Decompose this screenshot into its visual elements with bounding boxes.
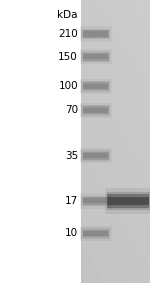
Bar (82, 30, 109, 38)
Bar (81, 196, 110, 206)
Bar (83, 54, 108, 59)
Bar (80, 49, 112, 64)
Bar (80, 103, 112, 118)
Bar (80, 26, 112, 42)
Bar (0, 0, 81, 283)
Text: 10: 10 (65, 228, 78, 239)
Bar (81, 29, 110, 39)
Bar (108, 197, 148, 205)
Bar (106, 192, 150, 210)
Bar (82, 82, 109, 90)
Bar (80, 193, 112, 209)
Bar (82, 152, 109, 160)
Bar (83, 31, 108, 37)
Text: 150: 150 (58, 52, 78, 62)
Text: 17: 17 (65, 196, 78, 206)
Bar (82, 53, 109, 61)
Bar (83, 198, 108, 203)
Bar (82, 197, 109, 205)
Bar (81, 150, 110, 161)
Bar (105, 188, 150, 214)
Text: kDa: kDa (57, 10, 78, 20)
Bar (80, 226, 112, 241)
Bar (81, 105, 110, 116)
Bar (83, 84, 108, 89)
Bar (81, 81, 110, 92)
Text: 70: 70 (65, 105, 78, 115)
Text: 35: 35 (65, 151, 78, 161)
Bar (81, 228, 110, 239)
Bar (83, 108, 108, 113)
Bar (107, 194, 149, 208)
Bar (81, 51, 110, 62)
Bar (82, 106, 109, 114)
Text: 100: 100 (58, 81, 78, 91)
Bar (83, 231, 108, 236)
Bar (83, 153, 108, 158)
Bar (82, 230, 109, 237)
Text: 210: 210 (58, 29, 78, 39)
Bar (80, 79, 112, 94)
Bar (80, 148, 112, 163)
